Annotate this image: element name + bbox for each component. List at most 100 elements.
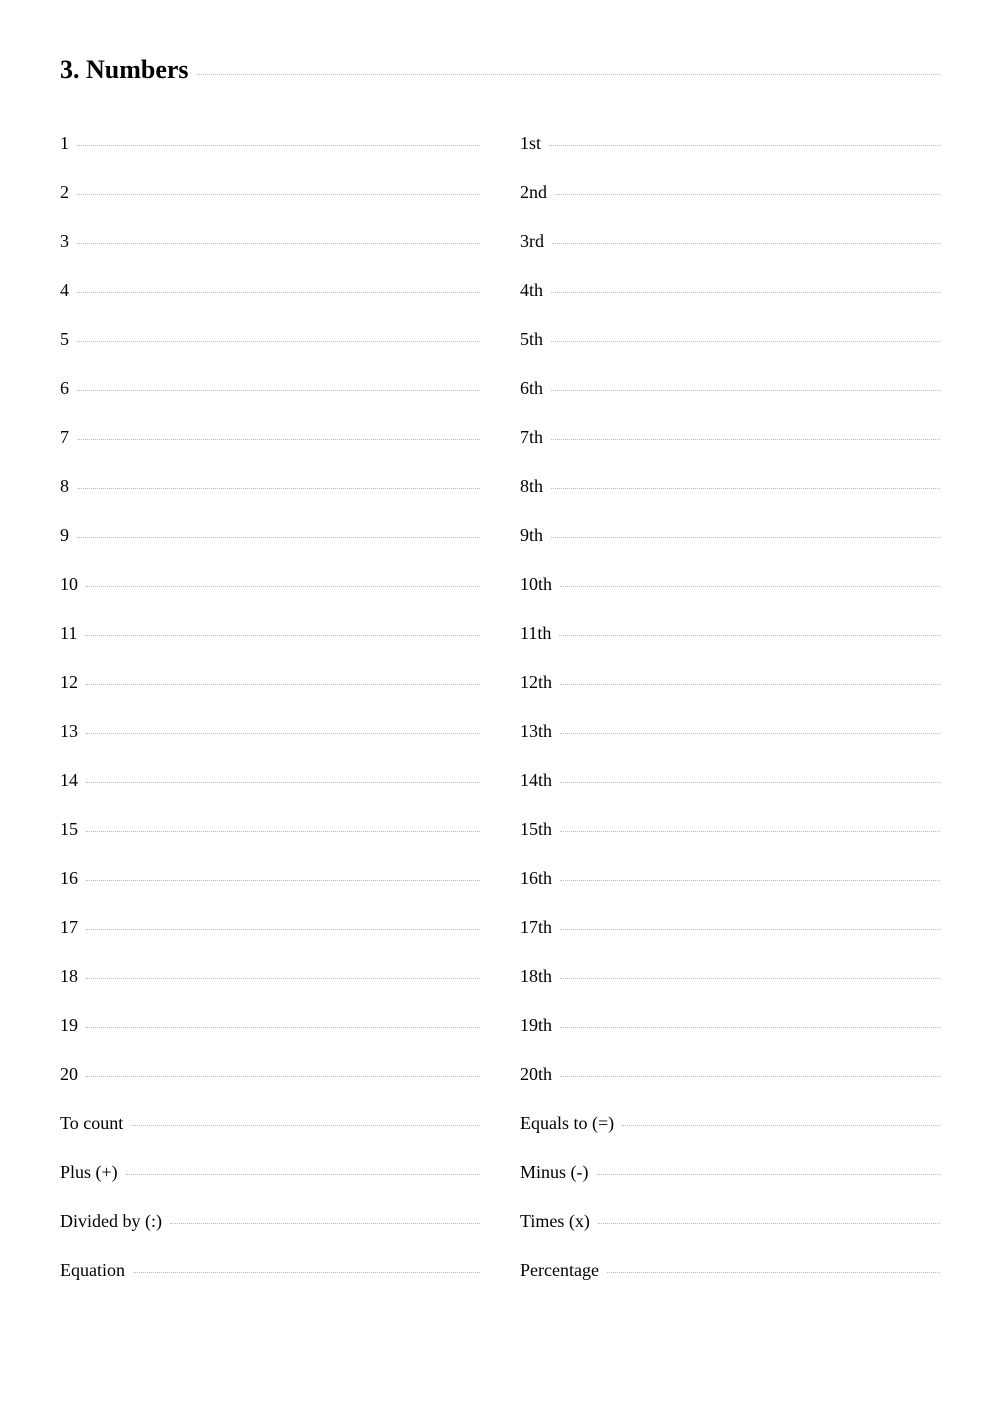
row-label: 4: [60, 280, 77, 301]
worksheet-row: 16th: [520, 868, 940, 917]
answer-blank-line: [86, 1076, 480, 1077]
row-label: 17th: [520, 917, 560, 938]
row-label: 18: [60, 966, 86, 987]
answer-blank-line: [560, 586, 940, 587]
worksheet-row: 4th: [520, 280, 940, 329]
worksheet-row: 7th: [520, 427, 940, 476]
worksheet-row: 20: [60, 1064, 480, 1113]
row-label: 15th: [520, 819, 560, 840]
answer-blank-line: [86, 586, 480, 587]
worksheet-row: 14th: [520, 770, 940, 819]
answer-blank-line: [86, 880, 480, 881]
row-label: 1st: [520, 133, 549, 154]
row-label: 1: [60, 133, 77, 154]
row-label: 14: [60, 770, 86, 791]
worksheet-row: 10: [60, 574, 480, 623]
answer-blank-line: [77, 243, 480, 244]
left-column: 1234567891011121314151617181920To countP…: [60, 133, 480, 1309]
answer-blank-line: [560, 1076, 940, 1077]
worksheet-row: 12: [60, 672, 480, 721]
answer-blank-line: [560, 978, 940, 979]
worksheet-row: 20th: [520, 1064, 940, 1113]
worksheet-row: Divided by (:): [60, 1211, 480, 1260]
worksheet-row: 9: [60, 525, 480, 574]
worksheet-row: 2: [60, 182, 480, 231]
answer-blank-line: [560, 929, 940, 930]
answer-blank-line: [560, 733, 940, 734]
worksheet-row: 5: [60, 329, 480, 378]
answer-blank-line: [560, 782, 940, 783]
answer-blank-line: [551, 488, 940, 489]
answer-blank-line: [549, 145, 940, 146]
answer-blank-line: [86, 929, 480, 930]
worksheet-row: 14: [60, 770, 480, 819]
worksheet-row: Equation: [60, 1260, 480, 1309]
row-label: 6th: [520, 378, 551, 399]
answer-blank-line: [86, 782, 480, 783]
worksheet-row: 2nd: [520, 182, 940, 231]
worksheet-row: 9th: [520, 525, 940, 574]
row-label: 20th: [520, 1064, 560, 1085]
worksheet-row: 3rd: [520, 231, 940, 280]
answer-blank-line: [607, 1272, 940, 1273]
row-label: 6: [60, 378, 77, 399]
header-dotted-line: [197, 74, 940, 75]
answer-blank-line: [77, 145, 480, 146]
worksheet-row: 10th: [520, 574, 940, 623]
answer-blank-line: [598, 1223, 940, 1224]
row-label: 5th: [520, 329, 551, 350]
row-label: 7: [60, 427, 77, 448]
answer-blank-line: [560, 1027, 940, 1028]
section-header: 3. Numbers: [60, 55, 940, 85]
answer-blank-line: [170, 1223, 480, 1224]
row-label: To count: [60, 1113, 131, 1134]
answer-blank-line: [77, 439, 480, 440]
answer-blank-line: [86, 733, 480, 734]
answer-blank-line: [126, 1174, 480, 1175]
answer-blank-line: [77, 341, 480, 342]
row-label: 9: [60, 525, 77, 546]
row-label: 12th: [520, 672, 560, 693]
answer-blank-line: [552, 243, 940, 244]
answer-blank-line: [77, 390, 480, 391]
row-label: 18th: [520, 966, 560, 987]
row-label: Times (x): [520, 1211, 598, 1232]
worksheet-row: 8th: [520, 476, 940, 525]
worksheet-row: Minus (-): [520, 1162, 940, 1211]
row-label: 3: [60, 231, 77, 252]
worksheet-row: 1: [60, 133, 480, 182]
worksheet-row: 5th: [520, 329, 940, 378]
row-label: Equation: [60, 1260, 133, 1281]
worksheet-row: 4: [60, 280, 480, 329]
row-label: 5: [60, 329, 77, 350]
worksheet-row: 15th: [520, 819, 940, 868]
worksheet-row: 6th: [520, 378, 940, 427]
row-label: 10th: [520, 574, 560, 595]
row-label: Minus (-): [520, 1162, 597, 1183]
row-label: 8th: [520, 476, 551, 497]
worksheet-columns: 1234567891011121314151617181920To countP…: [60, 133, 940, 1309]
worksheet-row: Times (x): [520, 1211, 940, 1260]
answer-blank-line: [551, 390, 940, 391]
row-label: 8: [60, 476, 77, 497]
answer-blank-line: [86, 1027, 480, 1028]
worksheet-row: 16: [60, 868, 480, 917]
answer-blank-line: [551, 292, 940, 293]
answer-blank-line: [560, 880, 940, 881]
answer-blank-line: [560, 831, 940, 832]
worksheet-row: Percentage: [520, 1260, 940, 1309]
row-label: 11th: [520, 623, 559, 644]
answer-blank-line: [551, 341, 940, 342]
worksheet-row: To count: [60, 1113, 480, 1162]
row-label: Divided by (:): [60, 1211, 170, 1232]
worksheet-row: 7: [60, 427, 480, 476]
answer-blank-line: [77, 194, 480, 195]
answer-blank-line: [86, 684, 480, 685]
answer-blank-line: [133, 1272, 480, 1273]
row-label: 2nd: [520, 182, 555, 203]
answer-blank-line: [77, 488, 480, 489]
worksheet-row: 3: [60, 231, 480, 280]
row-label: Equals to (=): [520, 1113, 622, 1134]
row-label: 4th: [520, 280, 551, 301]
answer-blank-line: [597, 1174, 941, 1175]
